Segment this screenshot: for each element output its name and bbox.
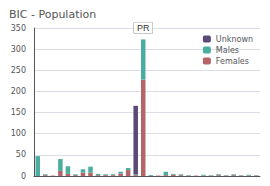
svg-text:Males: Males xyxy=(216,46,239,55)
svg-text:50: 50 xyxy=(16,150,26,159)
svg-text:100: 100 xyxy=(11,129,26,138)
svg-text:Females: Females xyxy=(216,57,249,66)
svg-text:200: 200 xyxy=(11,87,26,96)
svg-text:150: 150 xyxy=(11,108,26,117)
svg-text:300: 300 xyxy=(11,45,26,54)
svg-text:BIC - Population: BIC - Population xyxy=(9,8,96,21)
svg-text:250: 250 xyxy=(11,66,26,75)
svg-text:0: 0 xyxy=(21,172,26,181)
svg-text:Unknown: Unknown xyxy=(216,35,253,44)
svg-text:PR: PR xyxy=(137,23,150,33)
svg-text:350: 350 xyxy=(11,24,26,33)
